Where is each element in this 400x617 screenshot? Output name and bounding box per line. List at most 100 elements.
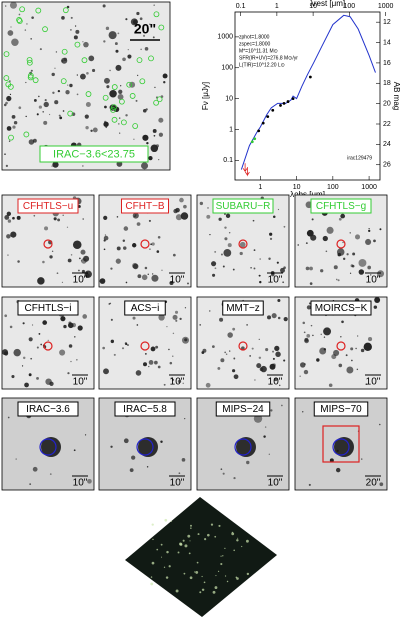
- green-marker: [67, 110, 74, 117]
- source-blob: [74, 25, 77, 27]
- source-blob: [373, 305, 378, 309]
- source-blob: [151, 274, 159, 282]
- source-blob: [123, 246, 127, 250]
- source-blob: [125, 281, 128, 284]
- source-blob: [59, 349, 66, 356]
- source-blob: [329, 458, 334, 463]
- source-blob: [133, 138, 135, 140]
- stamp-label: CFHTLS−g: [316, 201, 366, 212]
- source-blob: [104, 234, 106, 236]
- source-blob: [149, 23, 151, 25]
- source-blob: [48, 113, 51, 116]
- source-blob: [224, 226, 227, 229]
- source-blob: [67, 258, 72, 263]
- green-marker: [153, 99, 160, 106]
- source-blob: [54, 67, 56, 69]
- source-blob: [142, 108, 147, 113]
- x2-tick-label: 10: [309, 3, 317, 10]
- source-blob: [8, 140, 11, 142]
- source-blob: [306, 305, 312, 310]
- photometry-point: [308, 75, 312, 79]
- source-blob: [125, 18, 128, 21]
- scale-label: 10": [170, 275, 185, 286]
- bright-source: [334, 437, 354, 457]
- source-blob: [82, 218, 84, 220]
- source-blob: [302, 411, 304, 413]
- source-blob: [272, 363, 276, 367]
- source-blob: [11, 38, 19, 47]
- source-blob: [207, 207, 209, 209]
- target-marker: [238, 239, 248, 249]
- source-blob: [85, 273, 90, 278]
- x2-tick-label: 1: [275, 3, 279, 10]
- bright-source: [41, 437, 61, 457]
- source-blob: [148, 365, 150, 368]
- source-blob: [132, 263, 139, 270]
- source-blob: [113, 353, 116, 356]
- source-blob: [239, 251, 243, 256]
- scale-label: 10": [170, 478, 185, 489]
- source-blob: [61, 16, 65, 20]
- source-blob: [68, 344, 73, 348]
- x2-tick-label: 1000: [378, 3, 394, 10]
- scale-label: 10": [268, 478, 283, 489]
- source-blob: [199, 201, 204, 206]
- footprint-source: [246, 539, 249, 543]
- footprint-source: [246, 572, 250, 576]
- source-blob: [241, 346, 245, 350]
- y2-axis-label: AB mag: [392, 82, 400, 110]
- source-blob: [308, 483, 311, 486]
- source-blob: [6, 234, 11, 239]
- source-blob: [18, 13, 21, 16]
- footprint-source: [177, 551, 180, 554]
- label-box: [222, 300, 264, 316]
- source-blob: [52, 161, 59, 168]
- source-blob: [151, 242, 155, 246]
- footprint-source: [188, 552, 191, 555]
- source-blob: [103, 235, 109, 241]
- green-marker: [3, 51, 10, 57]
- source-blob: [25, 81, 27, 84]
- green-marker: [110, 106, 116, 113]
- source-blob: [3, 351, 9, 356]
- source-blob: [253, 249, 256, 252]
- source-blob: [227, 243, 232, 248]
- source-blob: [199, 324, 202, 326]
- annotation: zspec=1.8000: [239, 41, 270, 47]
- source-blob: [224, 237, 228, 241]
- source-blob: [175, 319, 178, 322]
- y2-tick-label: 18: [383, 80, 391, 87]
- source-blob: [5, 164, 9, 168]
- x2-tick-label: 100: [344, 3, 356, 10]
- green-marker: [35, 7, 42, 14]
- source-blob: [309, 282, 313, 285]
- green-marker: [26, 57, 33, 63]
- footprint-source: [170, 520, 172, 522]
- source-blob: [166, 325, 168, 328]
- source-blob: [220, 468, 223, 470]
- source-blob: [18, 106, 22, 110]
- source-blob: [300, 362, 306, 368]
- source-blob: [90, 129, 93, 133]
- footprint-source: [233, 549, 235, 552]
- source-blob: [277, 316, 281, 320]
- source-blob: [92, 127, 98, 133]
- source-blob: [154, 360, 158, 365]
- source-blob: [211, 261, 217, 267]
- source-blob: [3, 103, 7, 107]
- scale-label: 20": [366, 478, 381, 489]
- target-marker: [39, 438, 57, 456]
- source-blob: [259, 367, 264, 372]
- footprint-source: [194, 571, 196, 573]
- y2-tick-label: 16: [383, 60, 391, 67]
- source-blob: [283, 359, 286, 362]
- green-marker: [23, 131, 30, 138]
- source-blob: [44, 99, 47, 102]
- source-blob: [310, 234, 317, 241]
- source-blob: [104, 77, 110, 84]
- source-blob: [181, 458, 186, 462]
- x2-axis-label: λrest [μm]: [310, 0, 345, 8]
- y-axis-label: Fν [μJy]: [201, 82, 210, 110]
- source-blob: [367, 275, 370, 277]
- source-blob: [254, 379, 256, 381]
